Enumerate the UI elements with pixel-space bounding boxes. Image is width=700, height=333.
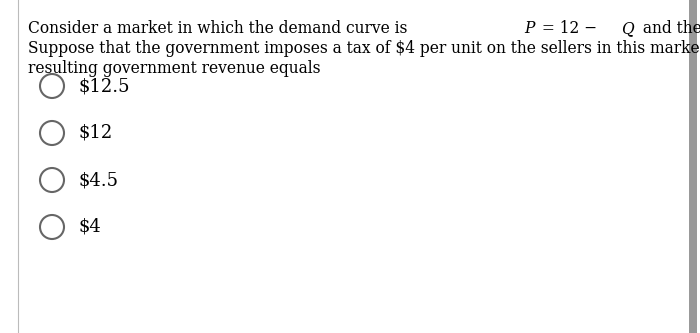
- Text: resulting government revenue equals: resulting government revenue equals: [28, 60, 321, 77]
- Text: $12: $12: [78, 124, 112, 142]
- Text: = 12 −: = 12 −: [537, 20, 602, 37]
- Circle shape: [40, 168, 64, 192]
- Text: Suppose that the government imposes a tax of $4 per unit on the sellers in this : Suppose that the government imposes a ta…: [28, 40, 700, 57]
- Text: Consider a market in which the demand curve is: Consider a market in which the demand cu…: [28, 20, 412, 37]
- Text: $4: $4: [78, 218, 101, 236]
- Circle shape: [40, 121, 64, 145]
- Text: Q: Q: [621, 20, 634, 37]
- Text: and the supply curve is: and the supply curve is: [638, 20, 700, 37]
- Text: P: P: [524, 20, 534, 37]
- Text: $4.5: $4.5: [78, 171, 118, 189]
- Circle shape: [40, 74, 64, 98]
- Text: $12.5: $12.5: [78, 77, 130, 95]
- Circle shape: [40, 215, 64, 239]
- Bar: [689, 0, 697, 333]
